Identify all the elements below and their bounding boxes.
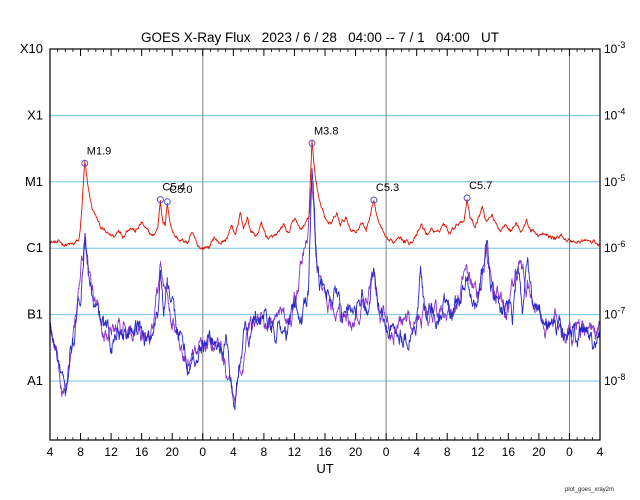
x-tick-label: 20	[166, 445, 180, 459]
y-left-class-label: M1	[25, 174, 43, 189]
flare-marker	[81, 159, 89, 167]
trace-short-channel-a	[49, 168, 601, 411]
y-left-class-label: X1	[27, 107, 43, 122]
x-tick-label: 0	[566, 445, 573, 459]
plot-watermark: plot_goes_xray2m	[564, 487, 614, 493]
flare-label: C5.3	[376, 182, 399, 194]
flare-marker	[370, 196, 378, 204]
y-right-flux-label: 10-4	[604, 106, 625, 122]
x-tick-label: 20	[532, 445, 546, 459]
flare-label: C5.7	[469, 180, 492, 192]
x-tick-label: 0	[383, 445, 390, 459]
x-tick-label: 12	[104, 445, 118, 459]
y-right-flux-label: 10-6	[604, 239, 625, 255]
flare-label: M3.8	[314, 125, 338, 137]
y-left-class-label: C1	[26, 240, 43, 255]
y-left-class-label: A1	[27, 373, 43, 388]
y-left-class-label: X10	[20, 41, 43, 56]
x-tick-label: 8	[261, 445, 268, 459]
x-tick-label: 20	[349, 445, 363, 459]
flare-label: C5.4	[162, 182, 185, 194]
x-tick-label: 16	[135, 445, 149, 459]
flare-marker	[163, 198, 171, 206]
flare-marker	[156, 196, 164, 204]
x-tick-label: 4	[597, 445, 604, 459]
x-tick-label: 16	[318, 445, 332, 459]
x-tick-label: 16	[502, 445, 516, 459]
x-tick-label: 12	[471, 445, 485, 459]
y-right-flux-label: 10-3	[604, 40, 625, 56]
chart-title: GOES X-Ray Flux 2023 / 6 / 28 04:00 -- 7…	[141, 30, 499, 45]
y-right-flux-label: 10-5	[604, 173, 625, 189]
x-tick-label: 12	[288, 445, 302, 459]
flare-label: C5.0	[169, 184, 192, 196]
x-tick-label: 8	[77, 445, 84, 459]
y-right-flux-label: 10-8	[604, 372, 625, 388]
x-tick-label: 4	[413, 445, 420, 459]
trace-short-channel-b	[49, 182, 601, 407]
x-tick-label: 4	[230, 445, 237, 459]
x-tick-label: 4	[47, 445, 54, 459]
y-right-flux-label: 10-7	[604, 306, 625, 322]
x-tick-label: 0	[199, 445, 206, 459]
trace-long-channel	[49, 140, 601, 250]
flare-label: M1.9	[87, 145, 111, 157]
x-axis-label: UT	[316, 461, 334, 476]
flare-marker	[308, 139, 316, 147]
y-left-class-label: B1	[27, 307, 43, 322]
x-tick-label: 8	[444, 445, 451, 459]
flare-marker	[463, 194, 471, 202]
